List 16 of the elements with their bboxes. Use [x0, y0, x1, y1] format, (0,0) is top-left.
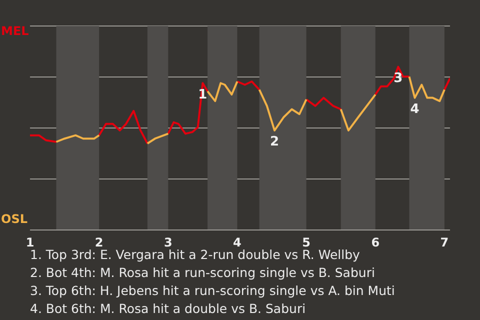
text: 2. Bot 4th: M. Rosa hit a run-scoring single vs B. Saburi [30, 264, 376, 282]
x-tick-label: 6 [371, 236, 380, 250]
text: 3. Top 6th: H. Jebens hit a run-scoring single vs A. bin Muti [30, 282, 395, 300]
text: 1. Top 3rd: E. Vergara hit a 2-run double vs R. Wellby [30, 247, 360, 262]
x-tick-label: 2 [94, 236, 104, 250]
x-tick-label: 4 [233, 236, 242, 250]
x-tick-label: 5 [302, 236, 310, 250]
annotation: 3 [394, 71, 403, 86]
x-tick-label: 3 [164, 236, 172, 250]
text: OSL [1, 212, 28, 226]
annotation: 2 [270, 134, 280, 150]
text: 4. Bot 6th: M. Rosa hit a double vs B. Saburi [30, 300, 307, 318]
text: MEL [1, 24, 29, 38]
x-tick-label: 7 [440, 236, 449, 250]
x-tick-label: 1 [26, 236, 34, 250]
annotation: 4 [410, 102, 420, 118]
